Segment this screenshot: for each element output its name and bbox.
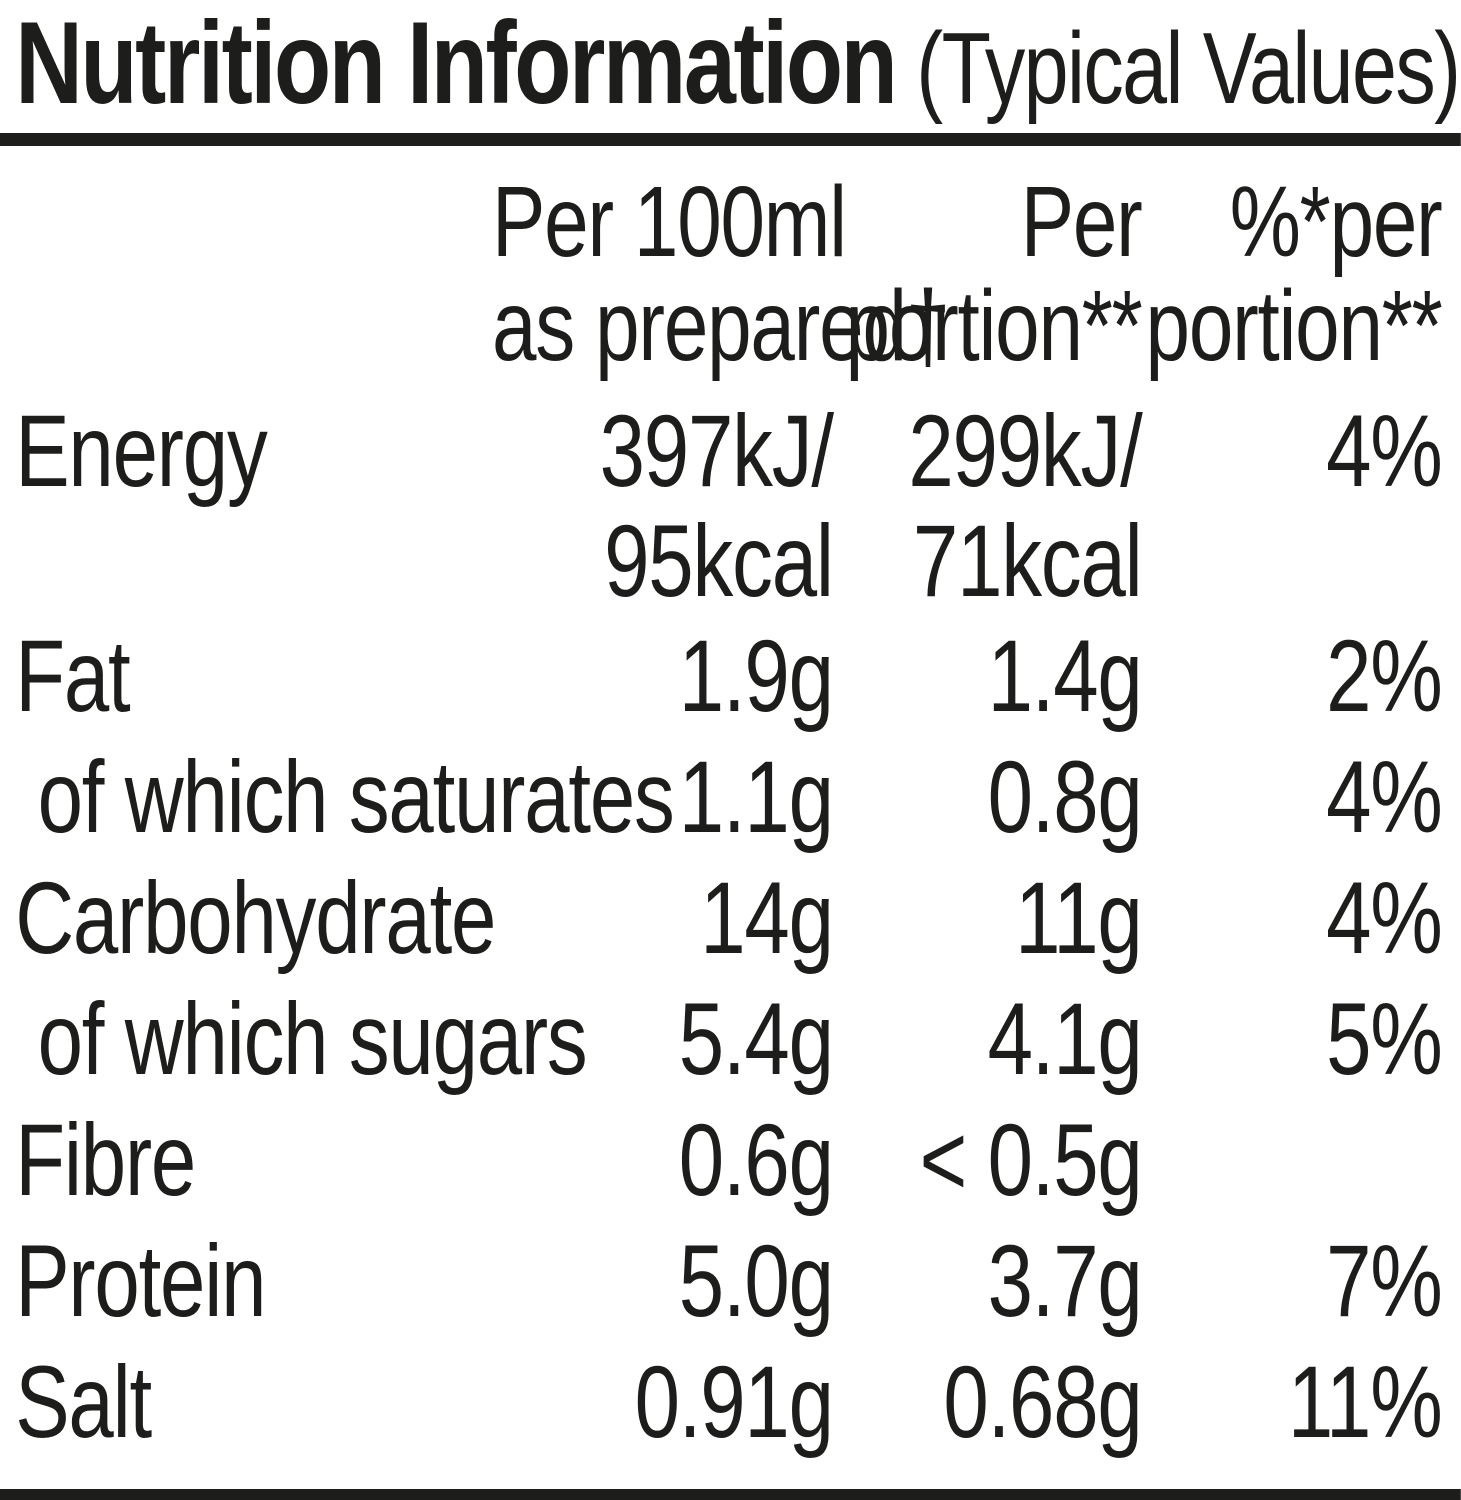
per-100ml-value: 1.9g xyxy=(678,619,834,733)
per-portion-value: 3.7g xyxy=(987,1224,1143,1338)
nutrition-label: Nutrition Information (Typical Values) P… xyxy=(0,4,1461,1500)
per-100ml-value: 14g xyxy=(700,861,834,975)
nutrient-label: of which sugars xyxy=(37,982,588,1096)
per-100ml-value: 1.1g xyxy=(678,740,834,854)
table-row-protein: Protein 5.0g 3.7g 7% xyxy=(15,1221,1443,1342)
per-100ml-value-kcal: 95kcal xyxy=(604,504,834,618)
table-row-carbohydrate: Carbohydrate 14g 11g 4% xyxy=(15,858,1443,979)
column-header-per-portion: Per portion** xyxy=(833,166,1143,382)
nutrient-column-header xyxy=(15,170,492,378)
column-header-per-100ml-line2: as prepared† xyxy=(492,270,950,382)
nutrient-label: Protein xyxy=(15,1224,266,1338)
column-header-per-portion-line2: portion** xyxy=(845,270,1143,382)
table-row-fibre: Fibre 0.6g < 0.5g xyxy=(15,1100,1441,1221)
column-header-per-100ml-line1: Per 100ml xyxy=(492,166,847,278)
percent-per-portion-value: 5% xyxy=(1326,982,1443,1096)
percent-per-portion-value: 2% xyxy=(1326,619,1443,733)
table-row-sugars: of which sugars 5.4g 4.1g 5% xyxy=(15,979,1443,1100)
nutrient-label: Fat xyxy=(15,619,131,733)
column-header-per-portion-line1: Per xyxy=(1020,166,1143,278)
per-100ml-value: 5.0g xyxy=(678,1224,834,1338)
column-headers: Per 100ml as prepared† Per portion** %*p… xyxy=(15,166,1443,382)
title-suffix: (Typical Values) xyxy=(916,13,1461,125)
percent-per-portion-value: 11% xyxy=(1287,1345,1443,1459)
per-100ml-value: 397kJ/ 95kcal xyxy=(492,394,834,618)
column-header-percent-line1: %*per xyxy=(1229,166,1443,278)
nutrient-label: Fibre xyxy=(15,1103,196,1217)
per-portion-value-kcal: 71kcal xyxy=(912,504,1143,618)
per-100ml-value: 5.4g xyxy=(678,982,834,1096)
per-100ml-value-kj: 397kJ/ xyxy=(599,394,834,508)
per-portion-value: < 0.5g xyxy=(919,1103,1143,1217)
table-row-saturates: of which saturates 1.1g 0.8g 4% xyxy=(15,737,1443,858)
per-100ml-value: 0.91g xyxy=(634,1345,834,1459)
per-portion-value-kj: 299kJ/ xyxy=(908,394,1142,508)
column-header-percent-per-portion: %*per portion** xyxy=(1142,166,1443,382)
table-row-salt: Salt 0.91g 0.68g 11% xyxy=(15,1342,1443,1463)
per-portion-value: 299kJ/ 71kcal xyxy=(833,396,1142,616)
percent-per-portion-value: 4% xyxy=(1326,394,1443,508)
per-portion-value: 0.68g xyxy=(943,1345,1142,1459)
percent-per-portion-value: 4% xyxy=(1326,861,1443,975)
per-portion-value: 4.1g xyxy=(987,982,1143,1096)
nutrition-table-body: Energy 397kJ/ 95kcal 299kJ/ 71kcal 4% Fa… xyxy=(15,394,1443,1463)
per-portion-value: 11g xyxy=(1015,861,1143,975)
table-row-energy: Energy 397kJ/ 95kcal 299kJ/ 71kcal 4% xyxy=(15,394,1443,618)
title-row: Nutrition Information (Typical Values) xyxy=(15,0,1461,128)
nutrient-label: of which saturates xyxy=(37,740,675,854)
percent-per-portion-value: 4% xyxy=(1326,740,1443,854)
per-portion-value: 1.4g xyxy=(987,619,1143,733)
per-portion-value: 0.8g xyxy=(987,740,1143,854)
table-row-fat: Fat 1.9g 1.4g 2% xyxy=(15,616,1443,737)
percent-per-portion-value: 7% xyxy=(1326,1224,1443,1338)
divider-bottom xyxy=(0,1489,1461,1500)
column-header-per-100ml: Per 100ml as prepared† xyxy=(492,166,950,382)
page-title: Nutrition Information xyxy=(15,0,898,128)
per-100ml-value: 0.6g xyxy=(678,1103,834,1217)
percent-per-portion-value xyxy=(1142,1100,1442,1221)
column-header-percent-line2: portion** xyxy=(1145,270,1443,382)
divider-top xyxy=(0,133,1461,146)
nutrient-label: Salt xyxy=(15,1345,152,1459)
nutrient-label: Energy xyxy=(15,394,268,508)
nutrient-label: Carbohydrate xyxy=(15,861,496,975)
